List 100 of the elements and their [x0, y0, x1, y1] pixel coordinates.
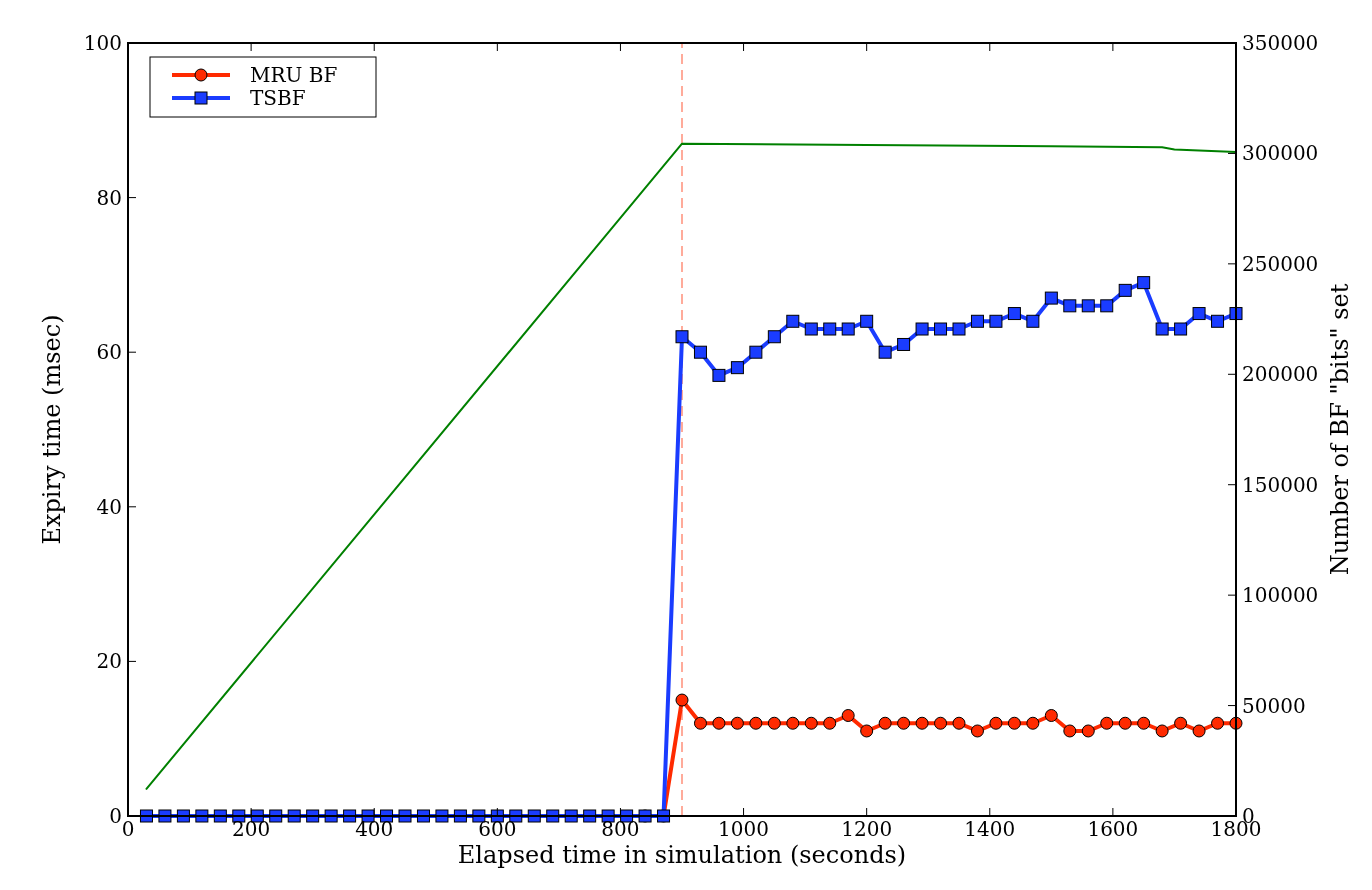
point [583, 809, 597, 823]
point [970, 724, 984, 738]
legend-label: TSBF [250, 86, 306, 110]
point [878, 716, 892, 730]
x-tick-label: 1000 [718, 817, 770, 841]
point [1081, 299, 1095, 313]
point [324, 809, 338, 823]
point [934, 322, 948, 336]
legend-label: MRU BF [250, 63, 338, 87]
point [841, 322, 855, 336]
point [1063, 724, 1077, 738]
point [1118, 283, 1132, 297]
point [860, 724, 874, 738]
x-tick-label: 600 [478, 817, 517, 841]
point [453, 809, 467, 823]
point [878, 345, 892, 359]
y2-tick-label: 250000 [1242, 251, 1319, 276]
line-series [145, 142, 1237, 790]
x-tick-label: 1600 [1087, 817, 1139, 841]
point [1007, 716, 1021, 730]
point [897, 337, 911, 351]
point [564, 809, 578, 823]
point [1174, 716, 1188, 730]
y2-axis-title: Number of BF "bits" set [1326, 283, 1354, 576]
point [841, 709, 855, 723]
point [712, 716, 726, 730]
point [1174, 322, 1188, 336]
y-tick-label: 40 [96, 494, 122, 519]
y2-tick-label: 350000 [1242, 31, 1319, 55]
point [472, 809, 486, 823]
point [195, 809, 209, 823]
point [1044, 291, 1058, 305]
x-axis-title: Elapsed time in simulation (seconds) [457, 841, 907, 869]
x-tick-label: 200 [232, 817, 271, 841]
point [269, 809, 283, 823]
point [1026, 716, 1040, 730]
y2-tick-label: 150000 [1242, 472, 1319, 497]
y2-tick-label: 100000 [1242, 583, 1319, 608]
point [952, 322, 966, 336]
point [1155, 322, 1169, 336]
point [915, 716, 929, 730]
point [398, 809, 412, 823]
point [730, 361, 744, 375]
point [730, 716, 744, 730]
point [860, 314, 874, 328]
point [1100, 299, 1114, 313]
point [970, 314, 984, 328]
point [989, 314, 1003, 328]
point [1137, 716, 1151, 730]
point [306, 809, 320, 823]
point [1137, 276, 1151, 290]
x-tick-label: 800 [601, 817, 640, 841]
y-tick-label: 60 [96, 340, 122, 365]
y-tick-label: 20 [96, 649, 122, 674]
y2-tick-label: 50000 [1242, 693, 1306, 718]
point [287, 809, 301, 823]
point [176, 809, 190, 823]
point [1192, 307, 1206, 321]
point [712, 368, 726, 382]
point [989, 716, 1003, 730]
point [213, 809, 227, 823]
point [767, 716, 781, 730]
point [823, 322, 837, 336]
point [952, 716, 966, 730]
point [934, 716, 948, 730]
point [1211, 716, 1225, 730]
point [1192, 724, 1206, 738]
point [435, 809, 449, 823]
point [1229, 307, 1243, 321]
point [1100, 716, 1114, 730]
point [804, 322, 818, 336]
point [1026, 314, 1040, 328]
y-tick-label: 80 [96, 185, 122, 210]
y2-tick-label: 200000 [1242, 362, 1319, 387]
y2-tick-label: 300000 [1242, 141, 1319, 166]
point [1044, 709, 1058, 723]
y-tick-label: 100 [83, 31, 122, 55]
point [1007, 307, 1021, 321]
point [767, 330, 781, 344]
point [416, 809, 430, 823]
point [786, 716, 800, 730]
point [343, 809, 357, 823]
point [915, 322, 929, 336]
point [1155, 724, 1169, 738]
x-tick-label: 1400 [964, 817, 1016, 841]
point [749, 345, 763, 359]
point [158, 809, 172, 823]
point [693, 716, 707, 730]
point [546, 809, 560, 823]
x-tick-label: 400 [355, 817, 394, 841]
x-tick-label: 1200 [841, 817, 893, 841]
point [1063, 299, 1077, 313]
y-axis-title: Expiry time (msec) [38, 314, 66, 545]
point [1211, 314, 1225, 328]
point [675, 693, 689, 707]
point [823, 716, 837, 730]
point [675, 330, 689, 344]
point [1081, 724, 1095, 738]
point [693, 345, 707, 359]
point [749, 716, 763, 730]
